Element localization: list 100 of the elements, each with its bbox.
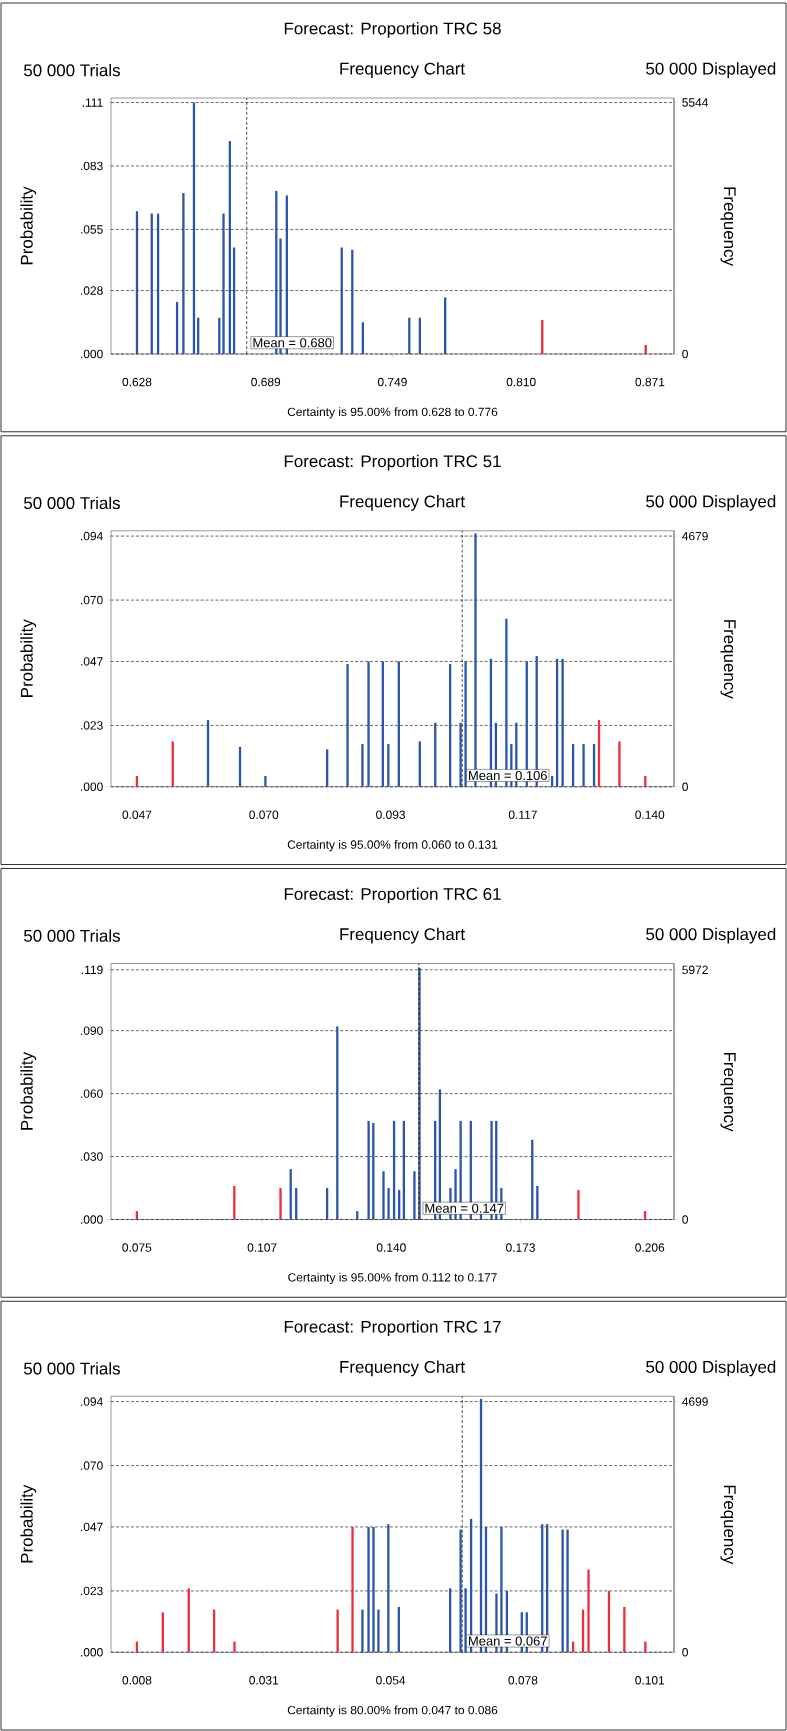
text: 50 000 Trials — [23, 496, 120, 510]
ref-line-label: Mean = 0.147 — [425, 1203, 504, 1213]
y-tick-label: .028 — [81, 286, 103, 295]
chart-title: Forecast: Proportion TRC 58 — [284, 22, 501, 38]
text: 50 000 Displayed — [646, 927, 776, 944]
y2-axis-title: Frequency — [720, 1485, 736, 1565]
text: Certainty is 95.00% from 0.628 to 0.776 — [287, 407, 498, 419]
bar — [618, 741, 621, 787]
y-axis-title: Probability — [20, 1052, 37, 1130]
y-axis-title: Probability — [20, 1484, 37, 1563]
x-tick-label: 0.749 — [377, 377, 407, 387]
ref-line-label: Mean = 0.106 — [469, 770, 547, 781]
x-tick-label: 0.008 — [122, 1676, 152, 1685]
x-tick-label: 0.689 — [251, 377, 281, 387]
text: 50 000 Displayed — [646, 62, 776, 78]
y2-tick-label: 0 — [682, 349, 688, 359]
y-tick-label: .083 — [81, 161, 103, 171]
y2-tick-label: 4699 — [682, 1397, 708, 1406]
bar — [377, 1609, 380, 1653]
bar — [577, 1190, 580, 1220]
chart-subtitle: Frequency Chart — [340, 927, 465, 944]
bar — [643, 1211, 647, 1220]
bar — [346, 664, 349, 787]
bar — [413, 1171, 416, 1220]
x-tick-label: 0.070 — [249, 810, 279, 819]
y2-axis-title: Frequency — [720, 187, 736, 266]
x-tick-label: 0.140 — [376, 1243, 406, 1252]
y-tick-label: .090 — [81, 1026, 103, 1035]
bar — [561, 658, 564, 787]
bar — [279, 1188, 282, 1220]
y-tick-label: .094 — [81, 1397, 103, 1406]
x-tick-label: 0.107 — [247, 1243, 277, 1252]
x-tick-label: 0.173 — [506, 1243, 535, 1252]
text: 50 000 Trials — [23, 1362, 120, 1375]
x-tick-label: 0.093 — [376, 810, 405, 819]
y2-tick-label: 0 — [682, 1648, 688, 1657]
bar — [356, 1211, 359, 1220]
ref-line-label: Mean = 0.067 — [469, 1636, 547, 1646]
x-tick-label: 0.054 — [376, 1676, 406, 1685]
y2-tick-label: 0 — [682, 782, 688, 791]
text: Certainty is 95.00% from 0.060 to 0.131 — [287, 840, 498, 852]
y-axis-title: Probability — [20, 619, 37, 697]
chart-subtitle: Frequency Chart — [340, 62, 465, 78]
y-tick-label: .000 — [81, 782, 103, 791]
bar — [464, 661, 467, 787]
y-tick-label: .000 — [81, 1215, 103, 1224]
y2-tick-label: 0 — [682, 1215, 688, 1224]
bar — [351, 1526, 354, 1653]
bar — [372, 1526, 375, 1653]
y-tick-label: .047 — [81, 657, 103, 666]
y-tick-label: .070 — [81, 1461, 103, 1470]
x-tick-label: 0.140 — [635, 810, 665, 819]
bar — [336, 1609, 339, 1653]
x-tick-label: 0.871 — [635, 377, 665, 387]
text: 50 000 Displayed — [646, 1360, 776, 1377]
y-tick-label: .055 — [81, 225, 103, 234]
bar — [182, 193, 185, 355]
bar — [459, 722, 462, 787]
y2-axis-title: Frequency — [720, 620, 736, 699]
ref-line-label: Mean = 0.680 — [253, 338, 332, 348]
x-tick-label: 0.206 — [635, 1243, 665, 1252]
text: 50 000 Displayed — [646, 494, 776, 511]
chart-title: Forecast: Proportion TRC 17 — [284, 1320, 501, 1337]
chart-title: Forecast: Proportion TRC 61 — [284, 887, 501, 904]
bar — [367, 661, 370, 787]
chart-subtitle: Frequency Chart — [340, 1360, 465, 1377]
y2-tick-label: 4679 — [682, 531, 708, 541]
bar — [387, 744, 390, 787]
bar — [264, 776, 267, 787]
y-tick-label: .047 — [81, 1522, 103, 1532]
x-tick-label: 0.810 — [506, 377, 536, 387]
y2-tick-label: 5972 — [682, 965, 708, 975]
bar — [561, 1529, 564, 1653]
bar — [222, 213, 225, 355]
bar — [566, 1529, 569, 1653]
y2-axis-title: Frequency — [720, 1052, 736, 1132]
bar — [459, 1529, 462, 1653]
y2-tick-label: 5544 — [682, 98, 709, 107]
text: Certainty is 95.00% from 0.112 to 0.177 — [288, 1272, 497, 1284]
bar — [135, 1211, 138, 1220]
y-tick-label: .000 — [81, 1648, 103, 1657]
bar — [582, 744, 585, 787]
bar — [464, 1588, 467, 1653]
x-tick-label: 0.075 — [122, 1243, 152, 1252]
bar — [587, 1569, 590, 1653]
bar — [536, 1185, 539, 1220]
x-tick-label: 0.628 — [122, 377, 152, 387]
y-tick-label: .023 — [81, 1586, 103, 1596]
bar — [233, 1641, 236, 1653]
y-tick-label: .119 — [81, 965, 103, 975]
y-tick-label: .000 — [81, 349, 103, 359]
bar — [367, 1526, 370, 1653]
y-axis-title: Probability — [20, 186, 37, 265]
x-tick-label: 0.078 — [508, 1676, 538, 1685]
bar — [623, 1606, 626, 1653]
x-tick-label: 0.047 — [122, 810, 152, 819]
bar — [382, 1171, 385, 1220]
bar — [387, 1188, 390, 1220]
x-tick-label: 0.117 — [508, 810, 537, 819]
text: 50 000 Trials — [23, 929, 120, 942]
